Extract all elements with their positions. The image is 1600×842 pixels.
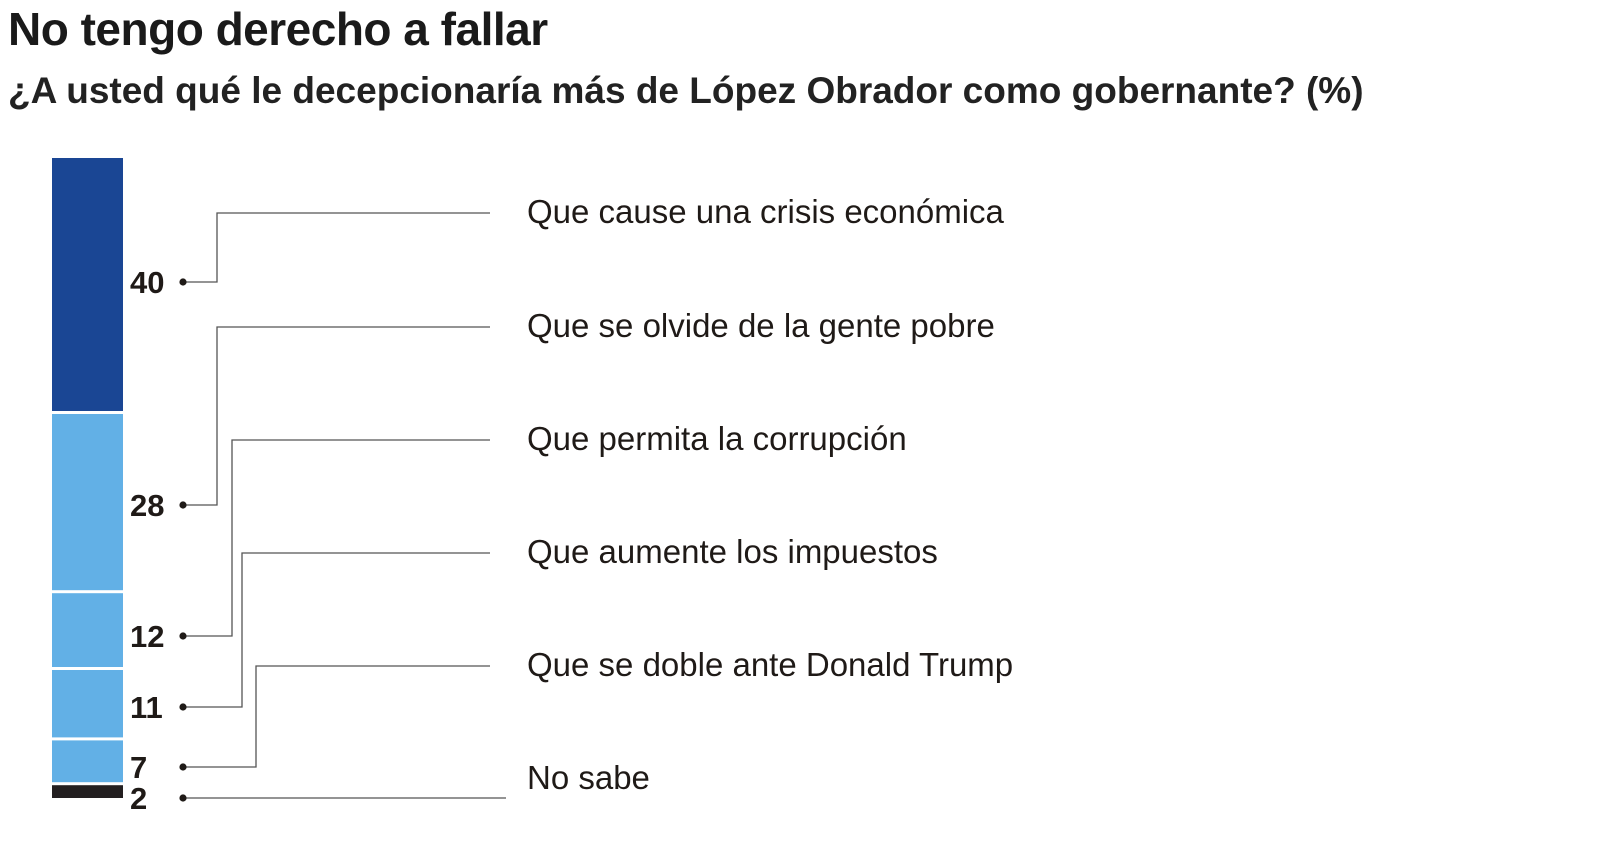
category-label: Que cause una crisis económica — [527, 193, 1005, 230]
bar-segment — [52, 593, 123, 667]
value-label: 40 — [130, 265, 164, 300]
bar-segment — [52, 414, 123, 591]
bar-segment — [52, 158, 123, 411]
leader-line — [183, 326, 490, 506]
category-label: Que se doble ante Donald Trump — [527, 646, 1013, 683]
category-labels: Que cause una crisis económica Que se olv… — [527, 193, 1013, 796]
leader-dot — [179, 763, 187, 771]
chart-subtitle: ¿A usted qué le decepcionaría más de Lóp… — [8, 70, 1364, 111]
bar-segment — [52, 670, 123, 738]
leader-dots — [179, 278, 187, 802]
value-labels: 40 28 12 11 72 — [130, 265, 164, 816]
chart-title: No tengo derecho a fallar — [8, 3, 548, 55]
leader-dot — [179, 703, 187, 711]
leader-line — [183, 439, 490, 637]
value-label: 11 — [130, 690, 163, 725]
bar-segments — [52, 158, 123, 798]
value-label: 28 — [130, 488, 164, 523]
value-label: 7 — [130, 750, 147, 785]
leader-lines — [183, 212, 506, 799]
leader-line — [183, 212, 490, 283]
bar-segment — [52, 740, 123, 783]
category-label: No sabe — [527, 759, 650, 796]
leader-dot — [179, 632, 187, 640]
category-label: Que se olvide de la gente pobre — [527, 307, 995, 344]
leader-dot — [179, 278, 187, 286]
bar-segment — [52, 785, 123, 798]
value-label: 12 — [130, 619, 164, 654]
category-label: Que permita la corrupción — [527, 420, 907, 457]
leader-dot — [179, 794, 187, 802]
value-label: 2 — [130, 781, 147, 816]
leader-dot — [179, 501, 187, 509]
category-label: Que aumente los impuestos — [527, 533, 938, 570]
leader-line — [183, 665, 490, 768]
leader-line — [183, 552, 490, 708]
